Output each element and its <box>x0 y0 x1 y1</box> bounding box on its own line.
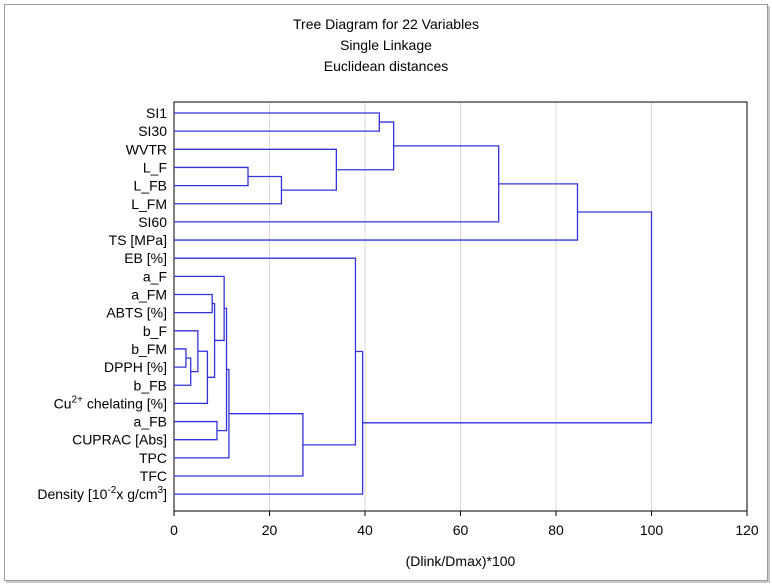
variable-label-a_FB: a_FB <box>134 414 167 430</box>
variable-label-EB: EB [%] <box>124 250 167 266</box>
variable-label-L_FM: L_FM <box>131 196 167 212</box>
dendrogram-link-m8 <box>174 275 225 342</box>
variable-label-WVTR: WVTR <box>126 141 167 157</box>
x-tick-label-40: 40 <box>357 522 373 538</box>
variable-label-SI30: SI30 <box>138 123 167 139</box>
dendrogram-link-m7 <box>174 420 218 441</box>
x-tick-label-0: 0 <box>170 522 178 538</box>
variable-label-L_F: L_F <box>143 159 167 175</box>
variable-label-CUPRAC: CUPRAC [Abs] <box>72 432 167 448</box>
x-tick-label-80: 80 <box>548 522 564 538</box>
variable-label-Cu: Cu2+ chelating [%] <box>54 394 167 411</box>
dendrogram-link-m11 <box>174 166 249 187</box>
variable-label-a_FM: a_FM <box>131 287 167 303</box>
dendrogram-link-m6 <box>207 302 216 378</box>
dendrogram-link-m12 <box>174 175 283 205</box>
grid-layer <box>269 102 652 511</box>
variable-label-TFC: TFC <box>140 468 167 484</box>
dendrogram-link-m5 <box>174 293 213 314</box>
dendrogram-link-m14 <box>174 148 337 191</box>
x-axis: 0 20 40 60 80 100 120 <box>170 511 759 538</box>
x-axis-title: (Dlink/Dmax)*100 <box>406 553 516 569</box>
variable-label-TS: TS [MPa] <box>109 232 167 248</box>
dendrogram-link-m21 <box>362 211 653 424</box>
x-tick-label-120: 120 <box>735 522 759 538</box>
dendrogram-link-m17 <box>174 112 380 132</box>
variable-label-b_F: b_F <box>143 323 167 339</box>
chart-subtitle-linkage: Single Linkage <box>340 37 432 53</box>
variable-labels: SI1 SI30 WVTR L_F L_FB L_FM SI60 TS [MPa] EB [%]… <box>37 105 167 502</box>
x-tick-label-100: 100 <box>640 522 664 538</box>
dendrogram-links <box>174 112 653 495</box>
variable-label-Density: Density [10-2x g/cm3] <box>37 485 167 502</box>
chart-subtitle-distance: Euclidean distances <box>323 58 449 74</box>
dendrogram-link-m2 <box>174 357 192 386</box>
variable-label-b_FB: b_FB <box>134 377 167 393</box>
variable-label-SI60: SI60 <box>138 214 167 230</box>
x-tick-label-60: 60 <box>453 522 469 538</box>
variable-label-DPPH: DPPH [%] <box>104 359 167 375</box>
dendrogram-link-m9 <box>216 307 228 432</box>
dendrogram-link-m20 <box>174 183 579 241</box>
chart-title: Tree Diagram for 22 Variables <box>293 16 479 32</box>
chart-title-block: Tree Diagram for 22 Variables Single Lin… <box>0 14 772 77</box>
variable-label-b_FM: b_FM <box>131 341 167 357</box>
x-tick-label-20: 20 <box>262 522 278 538</box>
dendrogram-link-m16 <box>174 350 364 495</box>
variable-label-TPC: TPC <box>139 450 167 466</box>
dendrogram-link-m1 <box>174 348 187 368</box>
dendrogram-link-m13 <box>174 413 304 477</box>
variable-label-ABTS: ABTS [%] <box>106 305 167 321</box>
variable-label-L_FB: L_FB <box>134 178 167 194</box>
chart-border <box>4 4 768 581</box>
dendrogram-link-m10 <box>174 368 230 459</box>
variable-label-SI1: SI1 <box>146 105 167 121</box>
variable-label-a_F: a_F <box>143 268 167 284</box>
